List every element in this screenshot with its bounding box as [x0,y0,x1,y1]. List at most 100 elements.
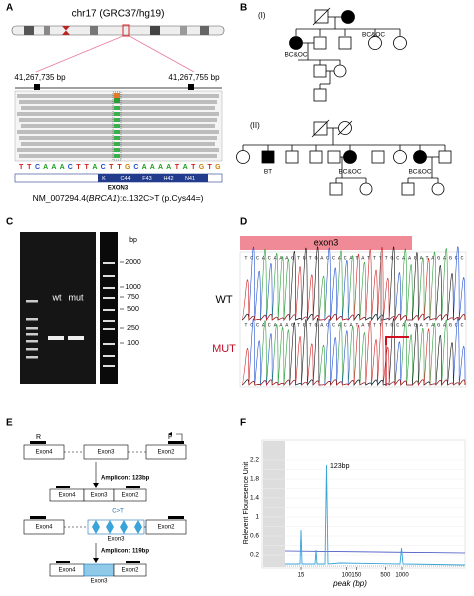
base: G [291,255,294,261]
base: A [183,164,188,171]
base: C [35,164,40,171]
rect-shape [30,516,46,519]
base: A [274,255,278,261]
y-tick-label: 1 [255,514,259,521]
line-shape [311,119,330,138]
rect-shape [327,150,341,164]
ladder-band [103,275,115,277]
base: T [76,164,81,171]
base: T [425,255,428,261]
amino-acid: K [102,176,106,182]
path-shape [93,558,99,563]
base: C [332,255,335,261]
base: G [314,322,317,328]
panel-e: E R F Exon4 Exon3 Exon2 Amplicon: 123bp … [6,418,187,585]
label: Exon2 [157,525,175,531]
base: T [297,255,300,261]
panel-a: A chr17 (GRC37/hg19) 41,267,735 bp 41,26… [6,3,225,203]
rect-shape [401,182,415,196]
base: A [408,255,412,261]
panel-c: C wt mut bp 2000 1000 750 500 250 100 [6,217,141,384]
allele-bar [114,148,120,152]
rect-shape [98,174,208,182]
base: T [109,164,114,171]
rect-shape [168,516,184,519]
rect-shape [329,182,343,196]
rect-shape [200,26,209,35]
rect-shape [313,36,327,50]
amino-acid: F43 [142,176,151,182]
base: T [244,255,247,261]
base: C [344,322,347,328]
label: R [36,434,41,441]
base: C [256,255,259,261]
label: Exon3 [107,537,125,543]
label: mut [68,292,84,302]
label: C [6,217,13,228]
circle-shape [413,150,427,164]
label: wt [52,292,62,302]
label: B [240,3,247,14]
label: BC&OC [408,169,431,176]
g-shape: K C44 F43 H42 N41 [102,176,195,182]
rect-shape [338,36,352,50]
label: C>T [112,509,124,515]
label: 41,267,755 bp [168,73,220,82]
base: T [19,164,24,171]
label: NM_007294.4( [33,193,89,203]
allele-bar [114,142,120,146]
label: Exon2 [121,568,139,574]
allele-bar [114,112,120,116]
base: C [268,322,271,328]
gel-band [26,340,38,343]
gel-band [48,336,64,340]
label: A [6,3,13,14]
rect-shape [56,561,70,563]
path-shape [62,26,70,35]
ladder-band [103,365,115,367]
base: A [158,164,163,171]
x-tick-label: 100 [342,573,353,579]
rect-shape [261,150,275,164]
label: F [168,434,172,441]
base: T [175,164,180,171]
base: T [367,255,370,261]
base: A [350,255,354,261]
label: Exon3 [97,450,115,456]
rect-shape [83,563,115,577]
base: C [461,255,464,261]
label: BC&OC [338,169,361,176]
rect-shape [261,439,466,569]
circle-shape [289,36,303,50]
allele-bar [114,130,120,134]
label: Exon4 [35,525,53,531]
rect-shape [168,441,184,444]
y-tick-label: 0.2 [250,552,259,559]
base: C [133,164,138,171]
base: A [420,322,424,328]
base: A [320,255,324,261]
rect-shape [180,26,187,35]
label: (I) [258,11,266,20]
base: T [27,164,32,171]
rect-shape [20,232,96,384]
base: A [443,322,447,328]
base: G [215,164,221,171]
base: C [455,322,458,328]
base: G [437,322,440,328]
gel-band [26,327,38,330]
amino-acid: H42 [163,176,173,182]
base: A [51,164,56,171]
base: C [332,322,335,328]
gel-band [26,333,38,336]
base: C [326,255,329,261]
label: Exon2 [121,493,139,499]
label: exon3 [314,237,339,247]
rect-shape [113,563,147,577]
base: A [43,164,48,171]
ladder-label: 2000 [125,259,141,266]
gel-band [26,318,38,321]
y-tick-label: 0.6 [250,533,259,540]
highlight-column [112,91,122,161]
